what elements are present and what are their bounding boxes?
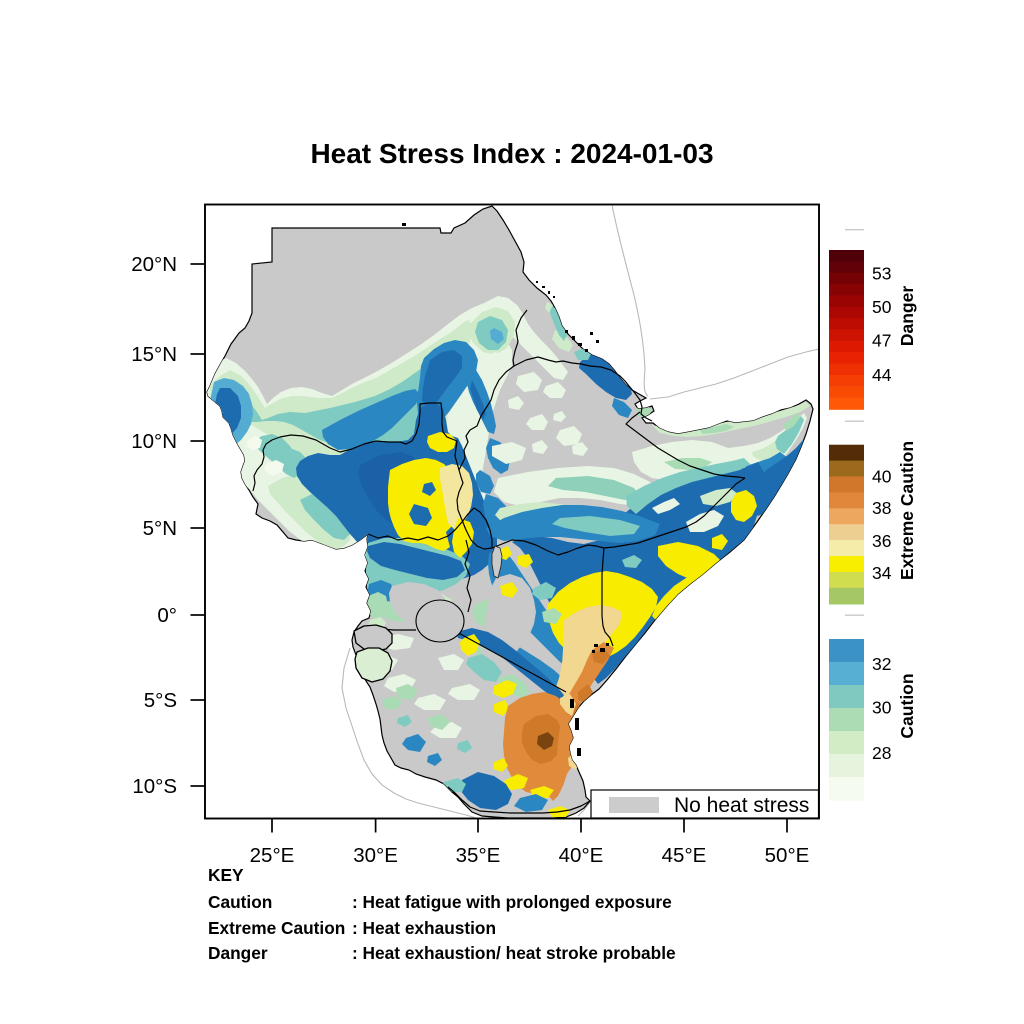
svg-text:40: 40 bbox=[872, 467, 892, 487]
svg-text:5°S: 5°S bbox=[144, 689, 177, 712]
svg-text:Danger: Danger bbox=[208, 943, 268, 963]
svg-text:50: 50 bbox=[872, 297, 892, 317]
svg-text:20°N: 20°N bbox=[131, 253, 177, 276]
svg-text:: Heat fatigue with prolonged: : Heat fatigue with prolonged exposure bbox=[352, 892, 672, 912]
svg-text:0°: 0° bbox=[157, 604, 177, 627]
svg-text:30°E: 30°E bbox=[353, 844, 398, 867]
svg-text:10°N: 10°N bbox=[131, 430, 177, 453]
svg-text:53: 53 bbox=[872, 263, 891, 283]
svg-text:No heat stress: No heat stress bbox=[674, 794, 809, 817]
svg-text:40°E: 40°E bbox=[559, 844, 604, 867]
svg-text:Extreme Caution: Extreme Caution bbox=[208, 918, 345, 938]
svg-text:Caution: Caution bbox=[208, 892, 272, 912]
svg-text:: Heat exhaustion/ heat stroke: : Heat exhaustion/ heat stroke probable bbox=[352, 943, 676, 963]
svg-text:30: 30 bbox=[872, 698, 892, 718]
svg-text:15°N: 15°N bbox=[131, 343, 177, 366]
svg-text:34: 34 bbox=[872, 563, 892, 583]
svg-text:10°S: 10°S bbox=[132, 775, 177, 798]
svg-text:KEY: KEY bbox=[208, 865, 244, 885]
svg-text:5°N: 5°N bbox=[143, 517, 177, 540]
svg-text:36: 36 bbox=[872, 531, 891, 551]
svg-text:45°E: 45°E bbox=[662, 844, 707, 867]
svg-text:Extreme Caution: Extreme Caution bbox=[897, 441, 917, 580]
svg-text:Heat Stress Index : 2024-01-03: Heat Stress Index : 2024-01-03 bbox=[310, 138, 713, 169]
svg-text:Caution: Caution bbox=[897, 673, 917, 738]
svg-text:32: 32 bbox=[872, 654, 891, 674]
svg-text:38: 38 bbox=[872, 498, 891, 518]
svg-text:: Heat exhaustion: : Heat exhaustion bbox=[352, 918, 496, 938]
svg-text:Danger: Danger bbox=[897, 286, 917, 346]
svg-text:25°E: 25°E bbox=[250, 844, 295, 867]
svg-text:44: 44 bbox=[872, 365, 892, 385]
svg-text:35°E: 35°E bbox=[456, 844, 501, 867]
svg-text:50°E: 50°E bbox=[765, 844, 810, 867]
svg-text:28: 28 bbox=[872, 743, 891, 763]
svg-text:47: 47 bbox=[872, 330, 891, 350]
